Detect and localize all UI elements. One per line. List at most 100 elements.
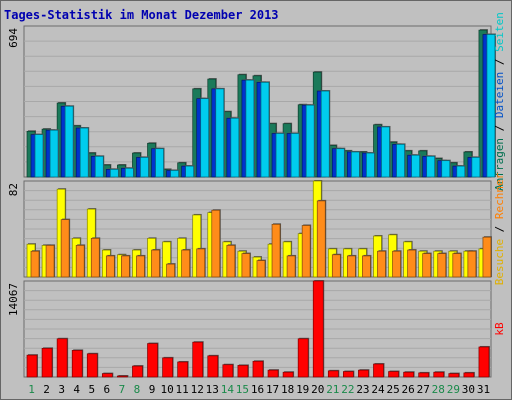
bar-seiten-day-3: [64, 105, 74, 178]
day-label-29: 29: [447, 383, 460, 396]
day-label-14: 14: [221, 383, 235, 396]
day-label-5: 5: [88, 383, 95, 396]
day-label-6: 6: [104, 383, 111, 396]
bar-rechner-day-29: [452, 253, 462, 278]
bar-kb-day-11: [177, 361, 188, 378]
bar-rechner-day-15: [241, 253, 251, 278]
bar-kb-day-29: [448, 373, 460, 378]
day-label-20: 20: [311, 383, 324, 396]
bar-kb-day-20: [312, 280, 324, 378]
bar-seiten-day-11: [185, 165, 194, 178]
day-label-17: 17: [266, 383, 279, 396]
bar-kb-day-2: [41, 347, 53, 378]
bar-seiten-day-2: [49, 129, 59, 178]
legend-part: /: [493, 52, 506, 72]
bar-rechner-day-25: [392, 250, 401, 278]
day-label-21: 21: [326, 383, 339, 396]
legend-part: Dateien: [493, 72, 506, 118]
day-label-26: 26: [402, 383, 415, 396]
bar-rechner-day-23: [362, 255, 371, 278]
bar-kb-day-10: [162, 357, 173, 378]
day-label-12: 12: [191, 383, 204, 396]
legend-part: Rechner: [493, 172, 506, 219]
bar-rechner-day-3: [60, 219, 70, 278]
bar-kb-day-15: [237, 365, 249, 378]
bar-kb-day-31: [478, 346, 490, 378]
bar-kb-day-28: [433, 371, 445, 378]
bar-seiten-day-6: [109, 169, 119, 178]
bar-rechner-day-14: [226, 245, 236, 278]
bar-seiten-day-31: [486, 34, 496, 178]
bar-kb-day-7: [117, 375, 128, 378]
bar-rechner-day-18: [286, 255, 296, 278]
bar-rechner-day-27: [422, 253, 432, 278]
panel-1-legend: Anfragen / Dateien / Seiten: [493, 12, 506, 191]
bar-seiten-day-9: [155, 148, 164, 178]
bar-kb-day-18: [282, 371, 294, 378]
day-label-15: 15: [236, 383, 249, 396]
bar-rechner-day-31: [482, 236, 492, 278]
bar-kb-day-17: [267, 369, 279, 378]
bar-rechner-day-21: [331, 254, 341, 278]
bar-rechner-day-16: [256, 260, 266, 278]
day-label-8: 8: [134, 383, 141, 396]
day-label-4: 4: [73, 383, 80, 396]
bar-rechner-day-10: [166, 263, 175, 278]
panel-2-legend: Besuche / Rechner: [493, 172, 506, 285]
bar-seiten-day-28: [441, 160, 451, 178]
bar-rechner-day-26: [407, 249, 416, 278]
panel-3-ymax-label: 14067: [7, 283, 20, 316]
bar-seiten-day-30: [471, 157, 481, 178]
bar-rechner-day-7: [121, 255, 130, 278]
bar-rechner-day-13: [211, 209, 221, 278]
bar-seiten-day-26: [411, 154, 420, 178]
day-label-18: 18: [281, 383, 294, 396]
day-label-31: 31: [477, 383, 490, 396]
bar-kb-day-26: [403, 371, 414, 378]
day-label-11: 11: [176, 383, 189, 396]
bar-seiten-day-15: [245, 79, 255, 178]
day-label-24: 24: [371, 383, 385, 396]
bar-seiten-day-21: [335, 148, 345, 178]
day-label-9: 9: [149, 383, 156, 396]
bar-rechner-day-1: [30, 250, 40, 278]
bar-kb-day-5: [86, 353, 98, 378]
day-label-16: 16: [251, 383, 264, 396]
day-label-30: 30: [462, 383, 475, 396]
legend-part: Anfragen: [493, 138, 506, 191]
day-label-28: 28: [432, 383, 445, 396]
bar-seiten-day-13: [215, 88, 225, 178]
bar-kb-day-25: [388, 371, 399, 378]
bar-seiten-day-23: [366, 152, 375, 178]
bar-seiten-day-29: [456, 165, 466, 178]
bar-kb-day-1: [26, 354, 38, 378]
bar-kb-day-6: [101, 373, 113, 378]
day-label-25: 25: [386, 383, 399, 396]
day-label-7: 7: [119, 383, 126, 396]
day-label-27: 27: [417, 383, 430, 396]
bar-seiten-day-20: [320, 90, 330, 178]
bar-rechner-day-2: [45, 245, 55, 278]
bar-kb-day-3: [56, 338, 68, 378]
bar-kb-day-22: [343, 371, 354, 378]
chart-title: Tages-Statistik im Monat Dezember 2013: [4, 8, 279, 22]
bar-rechner-day-6: [105, 255, 115, 278]
bar-seiten-day-24: [381, 126, 390, 178]
day-label-3: 3: [58, 383, 65, 396]
bar-seiten-day-14: [230, 117, 240, 178]
bar-kb-day-19: [297, 338, 309, 378]
day-label-23: 23: [356, 383, 369, 396]
bar-kb-day-8: [132, 365, 143, 378]
bar-seiten-day-8: [140, 157, 149, 178]
bar-seiten-day-5: [94, 155, 104, 178]
bar-rechner-day-20: [316, 200, 326, 278]
day-label-10: 10: [160, 383, 173, 396]
bar-kb-day-23: [358, 369, 369, 378]
bar-seiten-day-1: [34, 134, 44, 178]
bar-kb-day-14: [222, 364, 234, 378]
bar-kb-day-4: [71, 350, 83, 378]
bar-rechner-day-8: [136, 255, 145, 278]
legend-part: /: [493, 219, 506, 239]
bar-seiten-day-18: [290, 133, 300, 178]
